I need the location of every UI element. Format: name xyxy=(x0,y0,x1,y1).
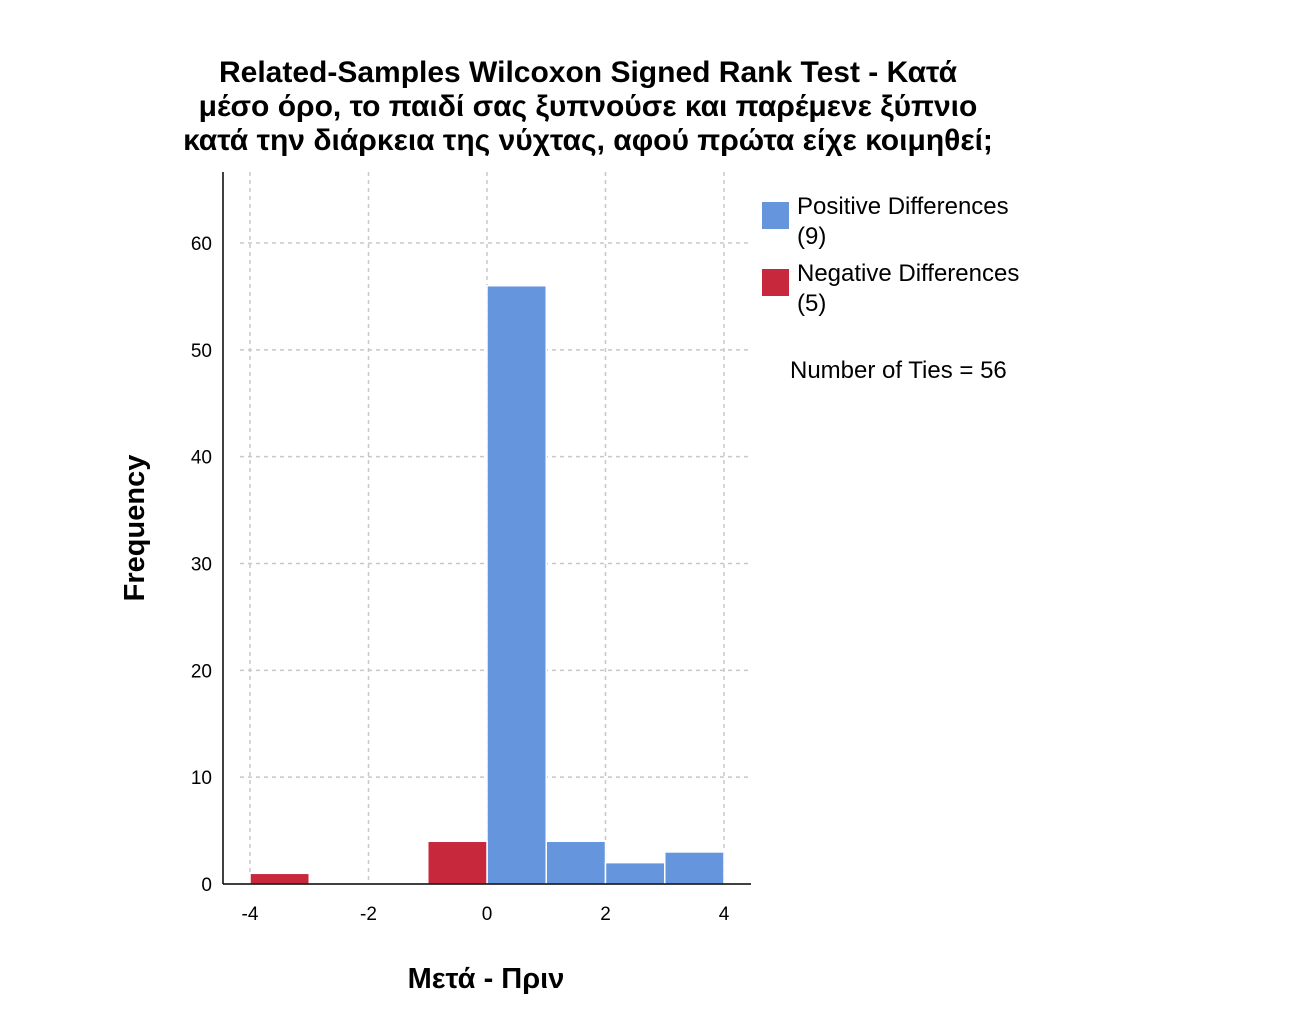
legend-swatch-negative xyxy=(762,269,789,296)
bar-positive-0 xyxy=(486,284,547,885)
x-tick-label: 2 xyxy=(600,904,611,925)
legend-swatch-positive xyxy=(762,202,789,229)
chart-title-line-2: μέσο όρο, το παιδί σας ξυπνούσε και παρέ… xyxy=(199,90,978,123)
y-tick-label: 30 xyxy=(191,555,212,576)
bar-negative-1 xyxy=(427,840,488,885)
y-tick-label: 20 xyxy=(191,661,212,682)
chart-title-line-3: κατά την διάρκεια της νύχτας, αφού πρώτα… xyxy=(183,124,993,157)
legend-label-positive: Positive Differences xyxy=(797,193,1009,220)
y-tick-label: 60 xyxy=(191,234,212,255)
x-tick-label: -2 xyxy=(360,904,377,925)
chart-title-line-1: Related-Samples Wilcoxon Signed Rank Tes… xyxy=(219,56,958,89)
bar-positive-3 xyxy=(664,851,725,885)
x-tick-label: 0 xyxy=(482,904,493,925)
chart-title: Related-Samples Wilcoxon Signed Rank Tes… xyxy=(183,56,993,157)
gridlines xyxy=(240,172,751,884)
y-axis-title: Frequency xyxy=(119,455,151,602)
legend-count-positive: (9) xyxy=(797,223,826,250)
legend-label-negative: Negative Differences xyxy=(797,260,1019,287)
y-tick-label: 50 xyxy=(191,341,212,362)
ties-annotation: Number of Ties = 56 xyxy=(790,357,1007,384)
bars xyxy=(249,284,725,885)
y-tick-label: 10 xyxy=(191,768,212,789)
tick-labels: 0 10 20 30 40 50 60 -4 -2 0 2 4 xyxy=(191,234,730,925)
x-axis-title: Μετά - Πριν xyxy=(408,963,565,995)
bar-positive-2 xyxy=(604,861,666,885)
legend-count-negative: (5) xyxy=(797,290,826,317)
x-tick-label: 4 xyxy=(719,904,730,925)
bar-negative-0 xyxy=(249,872,310,885)
axes xyxy=(222,172,751,885)
bar-positive-1 xyxy=(545,840,607,885)
y-tick-label: 0 xyxy=(201,875,212,896)
x-tick-label: -4 xyxy=(242,904,259,925)
y-tick-label: 40 xyxy=(191,448,212,469)
legend: Positive Differences (9) Negative Differ… xyxy=(762,193,1019,384)
